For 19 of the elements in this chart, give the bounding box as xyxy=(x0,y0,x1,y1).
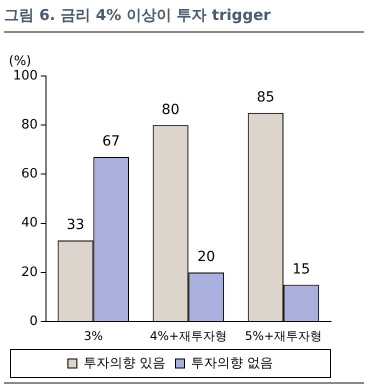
y-tick-label: 60 xyxy=(21,166,38,182)
y-axis-title: (%) xyxy=(8,54,32,69)
y-tick-label: 80 xyxy=(21,117,38,132)
legend-label: 투자의향 있음 xyxy=(83,356,166,371)
y-tick-label: 40 xyxy=(21,216,38,231)
y-tick-label: 100 xyxy=(12,68,38,84)
data-label: 20 xyxy=(197,249,216,266)
data-label: 33 xyxy=(66,217,84,234)
legend-label: 투자의향 없음 xyxy=(191,356,274,371)
chart-title: 그림 6. 금리 4% 이상이 투자 trigger xyxy=(4,6,364,33)
y-tick-label: 0 xyxy=(30,314,38,329)
data-label: 15 xyxy=(292,261,310,278)
data-label: 85 xyxy=(256,89,275,106)
x-tick-label: 5%+재투자형 xyxy=(244,328,322,343)
x-tick-label: 3% xyxy=(84,328,103,343)
x-tick-label: 4%+재투자형 xyxy=(150,328,227,343)
data-label: 80 xyxy=(162,102,180,118)
y-tick-label: 20 xyxy=(21,264,38,280)
data-label: 67 xyxy=(102,134,120,150)
